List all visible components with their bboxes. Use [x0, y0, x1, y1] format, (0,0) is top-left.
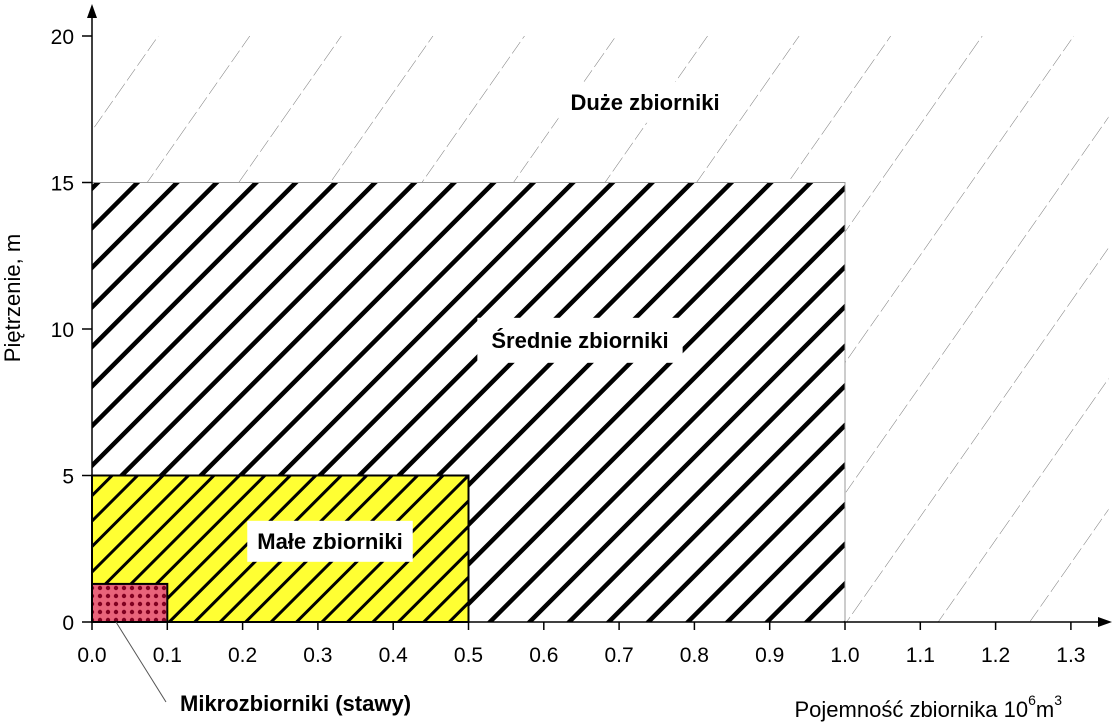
x-tick-label-0.0: 0.0 — [77, 644, 106, 667]
region-3-hatch — [92, 583, 168, 622]
x-tick-label-0.3: 0.3 — [303, 644, 332, 667]
x-axis-title-mid: m — [1036, 697, 1054, 722]
x-axis-title-main: Pojemność zbiornika 10 — [795, 697, 1029, 722]
y-tick-label-15: 15 — [51, 173, 74, 196]
x-tick-label-0.6: 0.6 — [529, 644, 558, 667]
labels-layer: Duże zbiorniki Średnie zbiorniki Małe zbio… — [115, 81, 732, 716]
region-label-box-2 — [247, 520, 413, 562]
region-label-box-0 — [558, 81, 732, 123]
y-tick-label-20: 20 — [51, 26, 74, 49]
region-label-1: Średnie zbiorniki — [477, 317, 683, 363]
x-tick-label-0.7: 0.7 — [604, 644, 633, 667]
x-axis-arrow — [1098, 617, 1112, 627]
y-tick-label-10: 10 — [51, 319, 74, 342]
region-label-box-1 — [477, 317, 683, 363]
x-tick-label-1.0: 1.0 — [830, 644, 859, 667]
x-tick-label-0.2: 0.2 — [228, 644, 257, 667]
x-tick-label-1.3: 1.3 — [1056, 644, 1085, 667]
x-tick-label-0.8: 0.8 — [680, 644, 709, 667]
micro-callout-leader — [115, 621, 167, 703]
region-label-0: Duże zbiorniki — [558, 81, 732, 123]
region-label-2: Małe zbiorniki — [247, 520, 413, 562]
micro-callout: Mikrozbiorniki (stawy) — [115, 621, 411, 716]
y-tick-label-5: 5 — [62, 466, 74, 489]
micro-callout-label: Mikrozbiorniki (stawy) — [180, 691, 411, 716]
x-tick-label-0.4: 0.4 — [379, 644, 409, 667]
x-tick-label-0.9: 0.9 — [755, 644, 784, 667]
axes-layer: 0.0 0.1 0.2 0.3 0.4 0.5 0.6 0.7 0.8 0.9 1.0 1.1 1.2 1… — [51, 4, 1112, 667]
y-axis-title: Piętrzenie, m — [0, 234, 25, 362]
x-axis-title: Pojemność zbiornika 106m3 — [795, 692, 1063, 722]
x-tick-label-0.5: 0.5 — [454, 644, 483, 667]
x-tick-label-0.1: 0.1 — [153, 644, 182, 667]
y-axis-arrow — [87, 4, 97, 18]
x-axis-title-sup2: 3 — [1054, 692, 1062, 708]
x-axis-title-sup1: 6 — [1028, 692, 1036, 708]
x-tick-label-1.1: 1.1 — [906, 644, 935, 667]
region-label-text-1: Średnie zbiorniki — [491, 328, 668, 353]
y-tick-label-0: 0 — [62, 612, 74, 635]
x-tick-label-1.2: 1.2 — [981, 644, 1010, 667]
region-label-text-2: Małe zbiorniki — [257, 529, 402, 554]
region-label-text-0: Duże zbiorniki — [570, 90, 719, 115]
region-3 — [91, 582, 169, 623]
